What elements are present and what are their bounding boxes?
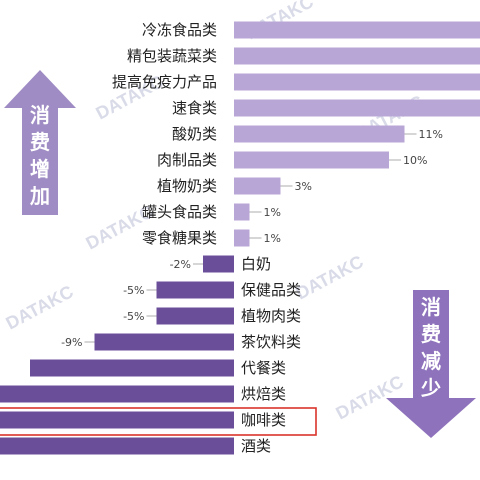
value-label: -9% — [61, 336, 82, 349]
value-label: 11% — [419, 128, 443, 141]
category-label: 咖啡类 — [241, 411, 286, 429]
value-label: -2% — [170, 258, 191, 271]
bar-茶饮料类 — [94, 333, 234, 351]
category-label: 酸奶类 — [172, 125, 217, 143]
category-label: 白奶 — [241, 255, 271, 273]
value-label: 10% — [403, 154, 427, 167]
watermark-text: DATAKC — [2, 281, 76, 333]
watermark-text: DATAKC — [292, 251, 366, 303]
category-label: 酒类 — [241, 437, 271, 455]
bar-精包装蔬菜类 — [234, 47, 480, 65]
category-label: 肉制品类 — [157, 151, 217, 169]
decrease-annotation: 消费减少 — [420, 295, 441, 400]
increase-annotation: 消费增加 — [29, 103, 50, 208]
bar-植物肉类 — [156, 307, 234, 325]
bar-白奶 — [203, 255, 234, 273]
category-label: 速食类 — [172, 99, 217, 117]
bar-酒类 — [0, 437, 234, 455]
category-label: 烘焙类 — [241, 385, 286, 403]
value-label: 1% — [264, 206, 281, 219]
value-label: -5% — [123, 284, 144, 297]
bar-咖啡类 — [0, 411, 234, 429]
watermark-text: DATAKC — [332, 371, 406, 423]
category-label: 罐头食品类 — [142, 203, 217, 221]
bar-提高免疫力产品 — [234, 73, 480, 91]
bar-烘焙类 — [0, 385, 234, 403]
bar-速食类 — [234, 99, 480, 117]
down-arrow-icon — [386, 290, 476, 438]
value-label: -5% — [123, 310, 144, 323]
category-label: 保健品类 — [241, 281, 301, 299]
up-arrow-icon — [4, 70, 76, 215]
bars-layer — [0, 21, 480, 455]
category-label: 代餐类 — [241, 359, 286, 377]
category-label: 精包装蔬菜类 — [127, 47, 217, 65]
category-label: 冷冻食品类 — [142, 21, 217, 39]
decrease-arrow: 消费减少 — [386, 290, 476, 438]
bar-肉制品类 — [234, 151, 389, 169]
bar-冷冻食品类 — [234, 21, 480, 39]
bar-酸奶类 — [234, 125, 405, 143]
category-labels-layer: 冷冻食品类精包装蔬菜类提高免疫力产品速食类酸奶类肉制品类植物奶类罐头食品类零食糖… — [112, 21, 301, 455]
category-label: 零食糖果类 — [142, 229, 217, 247]
bar-植物奶类 — [234, 177, 281, 195]
bar-罐头食品类 — [234, 203, 250, 221]
category-label: 提高免疫力产品 — [112, 73, 217, 91]
bar-保健品类 — [156, 281, 234, 299]
highlight-box — [0, 407, 317, 436]
value-label: 1% — [264, 232, 281, 245]
category-label: 茶饮料类 — [241, 333, 301, 351]
bar-零食糖果类 — [234, 229, 250, 247]
category-label: 植物肉类 — [241, 307, 301, 325]
category-label: 植物奶类 — [157, 177, 217, 195]
bar-代餐类 — [30, 359, 234, 377]
value-label: 3% — [295, 180, 312, 193]
value-labels-layer: 11% 10% 3% 1% 1% -2% -5% -5% -9% — [61, 128, 443, 349]
increase-arrow: 消费增加 — [4, 70, 76, 215]
